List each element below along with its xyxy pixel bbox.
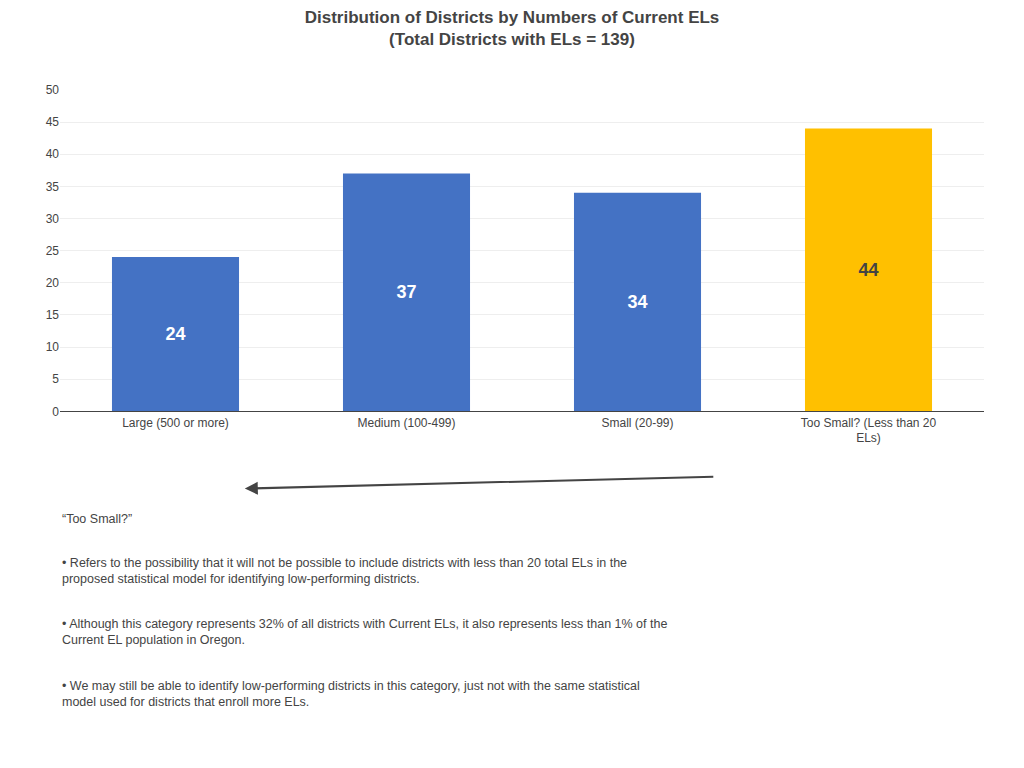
svg-text:30: 30 bbox=[46, 212, 60, 226]
svg-text:0: 0 bbox=[52, 405, 59, 419]
svg-text:Medium (100-499): Medium (100-499) bbox=[357, 416, 455, 430]
svg-text:50: 50 bbox=[46, 83, 60, 97]
svg-text:Distribution of Districts by N: Distribution of Districts by Numbers of … bbox=[305, 8, 720, 49]
svg-text:20: 20 bbox=[46, 276, 60, 290]
svg-text:• We may still be able to iden: • We may still be able to identify low-p… bbox=[62, 679, 640, 709]
svg-text:35: 35 bbox=[46, 180, 60, 194]
svg-text:• Although this category repre: • Although this category represents 32% … bbox=[62, 617, 667, 647]
svg-text:Small (20-99): Small (20-99) bbox=[601, 416, 673, 430]
svg-text:“Too Small?”: “Too Small?” bbox=[62, 512, 132, 526]
svg-text:Large (500 or more): Large (500 or more) bbox=[122, 416, 229, 430]
svg-text:15: 15 bbox=[46, 308, 60, 322]
svg-text:44: 44 bbox=[858, 260, 878, 280]
svg-text:5: 5 bbox=[52, 372, 59, 386]
svg-text:45: 45 bbox=[46, 115, 60, 129]
svg-text:37: 37 bbox=[396, 282, 416, 302]
svg-text:Too Small? (Less than 20ELs): Too Small? (Less than 20ELs) bbox=[801, 416, 937, 446]
svg-text:25: 25 bbox=[46, 244, 60, 258]
svg-text:24: 24 bbox=[165, 324, 185, 344]
svg-text:10: 10 bbox=[46, 340, 60, 354]
svg-text:40: 40 bbox=[46, 147, 60, 161]
svg-text:• Refers to the possibility th: • Refers to the possibility that it will… bbox=[62, 556, 627, 586]
svg-text:34: 34 bbox=[627, 292, 647, 312]
